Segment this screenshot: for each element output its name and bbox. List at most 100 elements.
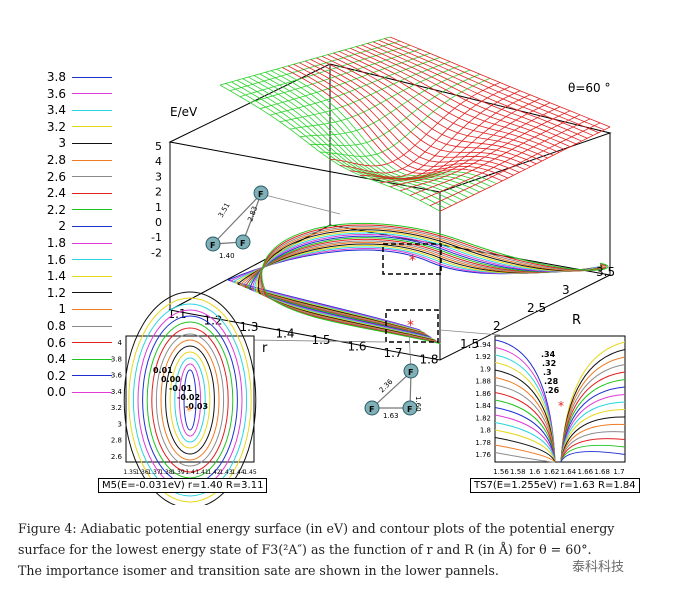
inset-left-ytick: 4 bbox=[118, 339, 123, 347]
energy-tick: 0 bbox=[155, 216, 162, 229]
inset-left-contour-label: -0.03 bbox=[185, 402, 208, 411]
svg-text:F: F bbox=[369, 405, 374, 414]
legend-item: 1.4 bbox=[24, 269, 112, 283]
legend-swatch bbox=[72, 192, 112, 194]
svg-text:F: F bbox=[258, 190, 263, 199]
inset-left-contour-label: -0.01 bbox=[169, 384, 192, 393]
energy-tick: 4 bbox=[155, 155, 162, 168]
inset-left-contour-label: 0.01 bbox=[153, 366, 173, 375]
r-tick: 1.6 bbox=[347, 340, 366, 354]
legend-label: 2 bbox=[58, 219, 66, 234]
inset-left-xtick: 1.42 bbox=[207, 469, 221, 476]
inset-left-label: M5(E=-0.031eV) r=1.40 R=3.11 bbox=[98, 478, 268, 493]
highlight-box-minimum bbox=[382, 243, 442, 275]
r-tick: 1.5 bbox=[311, 333, 330, 347]
inset-right-xtick: 1.7 bbox=[613, 468, 624, 476]
inset-left-ytick: 3.6 bbox=[111, 372, 123, 380]
inset-right-label: TS7(E=1.255eV) r=1.63 R=1.84 bbox=[470, 478, 640, 493]
energy-tick: 2 bbox=[155, 186, 162, 199]
svg-text:2.36: 2.36 bbox=[378, 377, 395, 394]
inset-right-ytick: 1.88 bbox=[475, 378, 491, 386]
plot-box bbox=[168, 63, 612, 361]
legend-label: 0.6 bbox=[46, 335, 66, 350]
caption-line-3: The importance isomer and transition sat… bbox=[18, 563, 499, 578]
legend-swatch bbox=[72, 358, 112, 360]
legend-item: 0.8 bbox=[24, 319, 112, 333]
svg-text:3.51: 3.51 bbox=[217, 201, 232, 219]
svg-text:F: F bbox=[408, 368, 413, 377]
surface-mesh-high bbox=[282, 36, 611, 212]
inset-left-xtick: 1.41 bbox=[195, 469, 209, 476]
legend-item: 2.2 bbox=[24, 203, 112, 217]
legend-label: 3.6 bbox=[46, 86, 66, 101]
legend-label: 2.2 bbox=[46, 202, 66, 217]
svg-text:1.63: 1.63 bbox=[383, 412, 399, 420]
inset-right-contour-label: .28 bbox=[544, 377, 559, 386]
contour-floor bbox=[227, 222, 609, 345]
legend-swatch bbox=[72, 342, 112, 344]
minimum-marker: * bbox=[409, 253, 416, 269]
inset-right-ytick: 1.94 bbox=[475, 341, 491, 349]
legend-swatch bbox=[72, 225, 112, 227]
legend-item: 2 bbox=[24, 219, 112, 233]
inset-ts-contour: 1.94 1.92 1.9 1.88 1.86 1.84 1.82 1.8 1.78 1.76 1… bbox=[475, 335, 626, 476]
inset-right-xtick: 1.64 bbox=[561, 468, 577, 476]
inset-right-xtick: 1.66 bbox=[577, 468, 593, 476]
legend-swatch bbox=[72, 142, 112, 144]
inset-right-xtick: 1.58 bbox=[510, 468, 526, 476]
legend-label: 2.6 bbox=[46, 169, 66, 184]
legend-label: 3.2 bbox=[46, 119, 66, 134]
legend-item: 2.6 bbox=[24, 170, 112, 184]
caption-line-1: Figure 4: Adiabatic potential energy sur… bbox=[18, 521, 615, 536]
legend-swatch bbox=[72, 242, 112, 244]
legend-item: 3 bbox=[24, 136, 112, 150]
legend-label: 0.2 bbox=[46, 368, 66, 383]
legend-swatch bbox=[72, 375, 112, 377]
inset-right-xtick: 1.68 bbox=[594, 468, 610, 476]
inset-right-contour-label: .34 bbox=[541, 350, 556, 359]
inset-left-ytick: 3.2 bbox=[111, 404, 122, 412]
inset-right-contour-label: .26 bbox=[545, 386, 560, 395]
connector-left bbox=[249, 339, 387, 343]
R-tick: 1.5 bbox=[460, 337, 479, 351]
inset-right-ytick: 1.76 bbox=[475, 451, 491, 459]
legend-item: 3.4 bbox=[24, 103, 112, 117]
inset-left-xtick: 1.37 bbox=[147, 469, 161, 476]
legend-swatch bbox=[72, 126, 112, 128]
legend-item: 3.2 bbox=[24, 120, 112, 134]
legend-label: 3.8 bbox=[46, 70, 66, 84]
inset-left-xtick: 1.44 bbox=[231, 469, 245, 476]
inset-left-ytick: 2.6 bbox=[111, 453, 123, 461]
legend-label: 3.4 bbox=[46, 103, 66, 118]
legend-swatch bbox=[72, 176, 112, 178]
legend-item: 3.6 bbox=[24, 87, 112, 101]
theta-label: θ=60 ° bbox=[568, 81, 610, 95]
ts-marker: * bbox=[407, 318, 414, 334]
r-tick: 1.8 bbox=[419, 353, 438, 367]
molecule-transition-state: F F F 2.36 1.60 1.63 bbox=[364, 329, 422, 420]
svg-text:F: F bbox=[210, 241, 215, 250]
legend-item: 1 bbox=[24, 302, 112, 316]
r-tick: 1.7 bbox=[383, 346, 402, 360]
legend-item: 2.8 bbox=[24, 153, 112, 167]
legend-label: 1.6 bbox=[46, 252, 66, 267]
legend-label: 1.2 bbox=[46, 285, 66, 300]
legend-label: 0.0 bbox=[46, 385, 66, 400]
R-axis-label: R bbox=[572, 313, 581, 328]
legend-label: 3 bbox=[58, 136, 66, 151]
legend-label: 2.4 bbox=[46, 186, 66, 201]
inset-isomer-contour: 43.83.63.43.232.82.6 1.351.361.371.381.3… bbox=[111, 291, 257, 505]
inset-left-contour-label: -0.02 bbox=[177, 393, 200, 402]
inset-left-xtick: 1.39 bbox=[171, 469, 185, 476]
legend-item: 0.6 bbox=[24, 336, 112, 350]
energy-tick: -1 bbox=[151, 231, 162, 244]
inset-right-xtick: 1.62 bbox=[544, 468, 560, 476]
legend-swatch bbox=[72, 391, 112, 393]
inset-left-xtick: 1.36 bbox=[135, 469, 149, 476]
R-tick: 3 bbox=[562, 283, 570, 297]
energy-tick: 1 bbox=[155, 201, 162, 214]
svg-text:1.40: 1.40 bbox=[219, 252, 235, 260]
figure-caption: Figure 4: Adiabatic potential energy sur… bbox=[18, 518, 663, 581]
inset-right-ytick: 1.78 bbox=[475, 439, 491, 447]
legend-swatch bbox=[72, 109, 112, 111]
